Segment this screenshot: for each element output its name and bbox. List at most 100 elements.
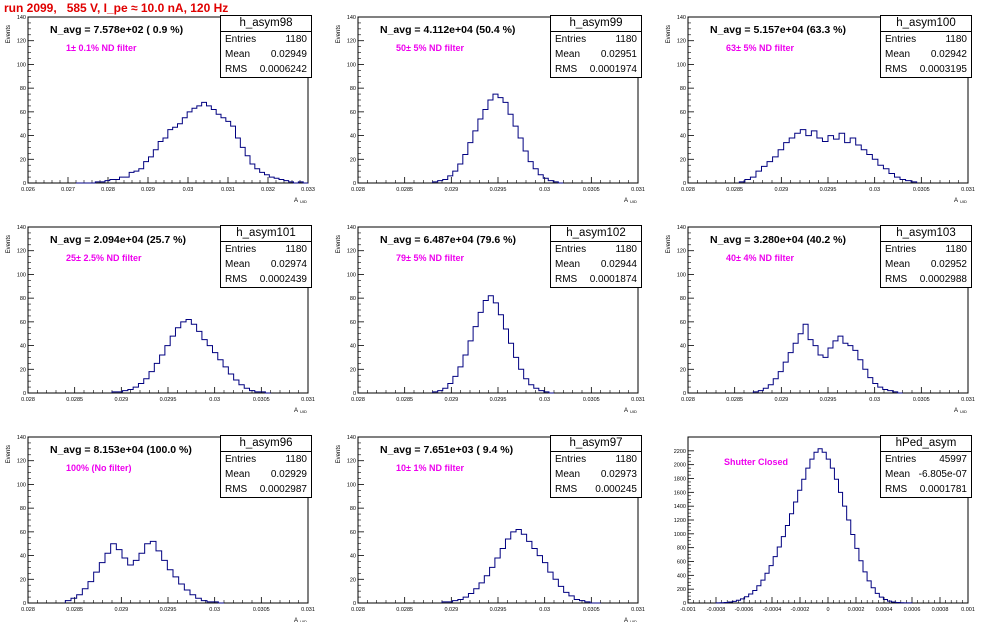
histogram-line-h_asym101 (111, 318, 271, 394)
stats-mean-value: -6.805e-07 (918, 469, 967, 480)
filter-label: 63± 5% ND filter (726, 43, 794, 53)
filter-label: 79± 5% ND filter (396, 253, 464, 263)
y-tick-label: 80 (20, 296, 26, 302)
y-tick-label: 120 (677, 249, 686, 255)
x-tick-label: 0.028 (351, 607, 365, 613)
stats-box: h_asym100 Entries 1180 Mean 0.02942 RMS 0.0003… (880, 15, 972, 78)
y-tick-label: 120 (17, 39, 26, 45)
x-axis-title: A UID (294, 408, 307, 414)
stats-rms-value: 0.0001874 (589, 274, 637, 285)
y-tick-label: 0 (683, 601, 686, 607)
stats-entries-row: Entries 1180 (551, 452, 641, 467)
stats-rms-row: RMS 0.0002987 (221, 482, 311, 497)
y-tick-label: 40 (20, 554, 26, 560)
stats-entries-value: 1180 (615, 34, 637, 45)
y-axis-title: Events (666, 25, 672, 43)
y-tick-label: 2000 (674, 463, 686, 469)
stats-mean-label: Mean (225, 259, 251, 270)
stats-entries-row: Entries 1180 (221, 32, 311, 47)
stats-rms-value: 0.0006242 (259, 64, 307, 75)
y-tick-label: 20 (20, 157, 26, 163)
y-tick-label: 20 (350, 367, 356, 373)
stats-mean-label: Mean (885, 469, 911, 480)
x-tick-label: 0.028 (101, 187, 115, 193)
x-tick-label: 0.0305 (583, 187, 600, 193)
stats-mean-label: Mean (555, 49, 581, 60)
x-tick-label: -0.0004 (763, 607, 782, 613)
stats-rms-value: 0.0003195 (919, 64, 967, 75)
stats-title: h_asym101 (221, 226, 311, 242)
x-tick-label: 0.03 (539, 607, 550, 613)
y-tick-label: 80 (20, 506, 26, 512)
y-tick-label: 80 (350, 296, 356, 302)
y-tick-label: 120 (347, 249, 356, 255)
y-tick-label: 1400 (674, 504, 686, 510)
x-tick-label: 0.0002 (848, 607, 865, 613)
x-axis-title: A UID (624, 198, 637, 204)
x-tick-label: 0.031 (631, 187, 645, 193)
y-tick-label: 20 (20, 577, 26, 583)
y-tick-label: 120 (677, 39, 686, 45)
stats-title: h_asym102 (551, 226, 641, 242)
y-tick-label: 60 (680, 320, 686, 326)
y-axis-title: Events (336, 25, 342, 43)
y-tick-label: 120 (347, 459, 356, 465)
y-tick-label: 140 (347, 225, 356, 231)
y-tick-label: 140 (347, 15, 356, 21)
stats-mean-row: Mean 0.02929 (221, 467, 311, 482)
stats-title: h_asym98 (221, 16, 311, 32)
stats-entries-row: Entries 1180 (881, 242, 971, 257)
x-tick-label: 0.029 (444, 397, 458, 403)
x-tick-label: 0.031 (301, 607, 315, 613)
y-tick-label: 80 (350, 86, 356, 92)
stats-mean-label: Mean (225, 49, 251, 60)
stats-entries-label: Entries (225, 454, 257, 465)
stats-rms-row: RMS 0.0001781 (881, 482, 971, 497)
stats-rms-row: RMS 0.0003195 (881, 62, 971, 77)
x-tick-label: 0.03 (183, 187, 194, 193)
y-tick-label: 1600 (674, 490, 686, 496)
stats-entries-row: Entries 1180 (221, 452, 311, 467)
stats-mean-row: Mean -6.805e-07 (881, 467, 971, 482)
y-tick-label: 0 (23, 391, 26, 397)
stats-entries-value: 1180 (285, 34, 307, 45)
n-avg-label: N_avg = 7.651e+03 ( 9.4 %) (380, 444, 514, 456)
stats-rms-row: RMS 0.0001974 (551, 62, 641, 77)
stats-entries-value: 1180 (285, 454, 307, 465)
y-tick-label: 80 (680, 86, 686, 92)
stats-mean-value: 0.02951 (600, 49, 637, 60)
y-tick-label: 60 (350, 110, 356, 116)
stats-box: h_asym97 Entries 1180 Mean 0.02973 RMS 0.00024… (550, 435, 642, 498)
x-tick-label: 0.028 (351, 187, 365, 193)
x-tick-label: 0.032 (261, 187, 275, 193)
stats-entries-label: Entries (225, 244, 257, 255)
x-tick-label: 0.0285 (396, 397, 413, 403)
filter-label: Shutter Closed (724, 457, 789, 467)
stats-title: h_asym100 (881, 16, 971, 32)
x-tick-label: 0.029 (444, 607, 458, 613)
x-tick-label: 0 (826, 607, 829, 613)
stats-entries-label: Entries (555, 454, 587, 465)
x-tick-label: 0.0285 (66, 607, 83, 613)
x-tick-label: 0.029 (114, 397, 128, 403)
x-tick-label: 0.03 (539, 187, 550, 193)
stats-rms-label: RMS (555, 484, 578, 495)
y-tick-label: 40 (350, 134, 356, 140)
y-tick-label: 60 (20, 320, 26, 326)
y-axis-title: Events (6, 445, 12, 463)
n-avg-label: N_avg = 3.280e+04 (40.2 %) (710, 234, 847, 246)
stats-entries-row: Entries 45997 (881, 452, 971, 467)
stats-mean-row: Mean 0.02974 (221, 257, 311, 272)
stats-rms-value: 0.0002988 (919, 274, 967, 285)
histogram-line-h_asym102 (432, 295, 554, 394)
stats-entries-value: 45997 (939, 454, 967, 465)
x-axis-title: A UID (294, 198, 307, 204)
stats-rms-label: RMS (225, 64, 248, 75)
x-tick-label: -0.0002 (791, 607, 810, 613)
x-tick-label: 0.0295 (160, 607, 177, 613)
y-tick-label: 60 (350, 320, 356, 326)
x-tick-label: 0.029 (444, 187, 458, 193)
y-tick-label: 1800 (674, 477, 686, 483)
stats-entries-label: Entries (885, 244, 917, 255)
stats-rms-label: RMS (225, 484, 248, 495)
